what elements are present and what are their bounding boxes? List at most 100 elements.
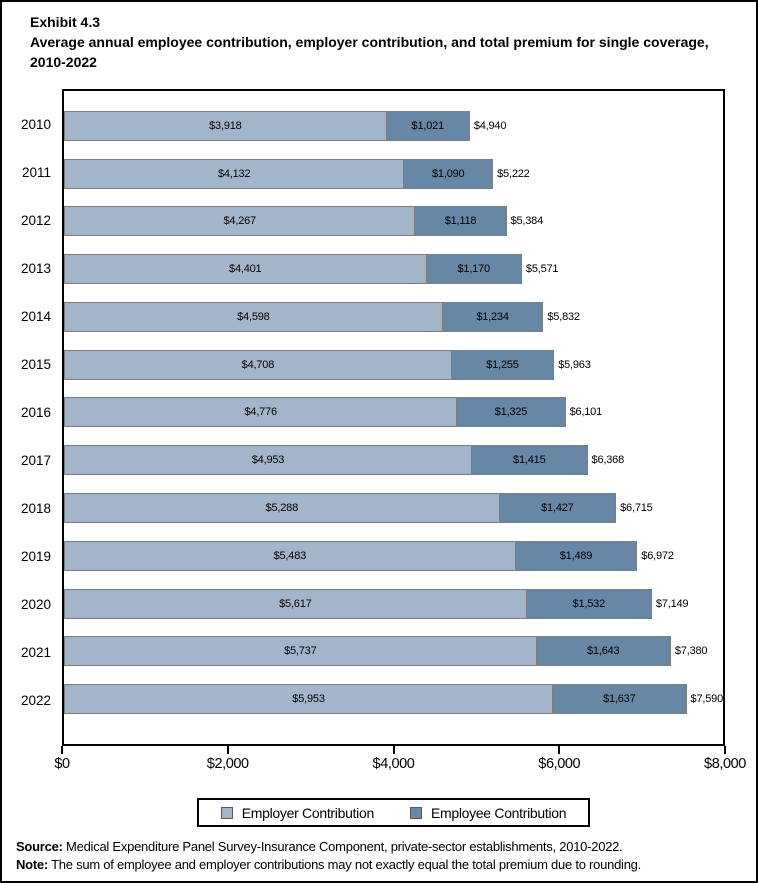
employer-contribution-segment: $4,598 xyxy=(64,301,443,332)
employer-swatch-icon xyxy=(220,806,233,819)
employee-contribution-segment: $1,090 xyxy=(403,158,494,189)
source-text: Medical Expenditure Panel Survey-Insuran… xyxy=(62,839,623,854)
total-premium-label: $5,832 xyxy=(547,310,580,323)
x-axis-tick-label: $6,000 xyxy=(538,756,581,772)
bar-row: $4,776 $1,325 $6,101 xyxy=(64,389,723,437)
y-axis-label: 2014 xyxy=(20,308,51,324)
y-axis-labels: 2010 2011 2012 2013 2014 2015 2016 2017 2018 2019… xyxy=(2,89,58,746)
y-axis-label: 2021 xyxy=(20,645,51,661)
y-axis-label: 2019 xyxy=(20,549,51,565)
legend-label: Employee Contribution xyxy=(430,804,567,821)
employer-contribution-segment: $5,288 xyxy=(64,493,500,523)
bar-row: $3,918 $1,021 $4,940 xyxy=(64,102,723,150)
bar-row: $4,401 $1,170 $5,571 xyxy=(64,245,723,293)
total-premium-label: $6,101 xyxy=(569,406,603,419)
bar-value-label: $1,643 xyxy=(587,645,620,658)
bar-value-label: $1,532 xyxy=(572,597,606,610)
y-axis-label: 2018 xyxy=(20,501,51,517)
employer-contribution-segment: $5,617 xyxy=(64,588,527,619)
rounding-note: Note: The sum of employee and employer c… xyxy=(16,856,746,874)
x-axis-tick xyxy=(61,746,63,754)
total-premium-label: $6,368 xyxy=(591,454,625,467)
total-premium-label: $5,571 xyxy=(525,263,559,276)
employee-contribution-segment: $1,637 xyxy=(552,684,687,715)
exhibit-number: Exhibit 4.3 xyxy=(30,14,101,30)
total-premium-label: $5,963 xyxy=(558,358,591,371)
bar-row: $5,288 $1,427 $6,715 xyxy=(64,484,723,532)
bar-value-label: $5,617 xyxy=(279,597,312,610)
y-axis-label: 2012 xyxy=(20,212,51,228)
total-premium-label: $7,149 xyxy=(655,597,689,610)
bar-row: $5,953 $1,637 $7,590 xyxy=(64,675,723,723)
bar-value-label: $1,090 xyxy=(432,167,465,180)
employer-contribution-segment: $5,737 xyxy=(64,636,537,667)
total-premium-label: $7,590 xyxy=(690,693,724,706)
bar-row: $5,483 $1,489 $6,972 xyxy=(64,532,723,580)
employer-contribution-segment: $4,267 xyxy=(64,206,416,237)
bar-value-label: $1,415 xyxy=(513,454,546,467)
employee-contribution-segment: $1,234 xyxy=(441,301,544,332)
y-axis-label: 2011 xyxy=(21,164,51,180)
y-axis-label: 2016 xyxy=(20,405,51,420)
legend-wrapper: Employer Contribution Employee Contributi… xyxy=(62,798,725,827)
employee-contribution-segment: $1,021 xyxy=(385,110,470,141)
bar-row: $5,737 $1,643 $7,380 xyxy=(64,627,723,675)
employee-contribution-segment: $1,643 xyxy=(535,636,671,667)
footnotes: Source: Medical Expenditure Panel Survey… xyxy=(16,838,746,873)
y-axis-label: 2020 xyxy=(20,597,51,613)
total-premium-label: $6,972 xyxy=(641,549,674,562)
title-block: Exhibit 4.3 Average annual employee cont… xyxy=(30,13,722,73)
x-axis-tick-label: $0 xyxy=(54,756,70,772)
bar-value-label: $4,267 xyxy=(223,215,257,228)
total-premium-label: $6,715 xyxy=(620,502,653,514)
employer-contribution-segment: $4,776 xyxy=(64,397,458,428)
employer-contribution-segment: $5,483 xyxy=(64,540,516,571)
employee-contribution-segment: $1,118 xyxy=(414,206,507,237)
x-axis-tick-label: $4,000 xyxy=(372,756,415,772)
plot-area: $3,918 $1,021 $4,940 $4,132 $1,090 $5,222 $4,2… xyxy=(62,89,725,746)
employee-contribution-segment: $1,532 xyxy=(525,588,652,619)
bar-row: $4,267 $1,118 $5,384 xyxy=(64,198,723,246)
employee-contribution-segment: $1,489 xyxy=(514,540,638,571)
bar-value-label: $1,427 xyxy=(541,502,574,514)
chart-title: Average annual employee contribution, em… xyxy=(30,33,709,70)
bar-value-label: $5,483 xyxy=(273,549,307,562)
bar-row: $4,132 $1,090 $5,222 xyxy=(64,150,723,198)
bar-value-label: $1,637 xyxy=(603,693,636,706)
x-axis-tick xyxy=(392,746,395,754)
legend: Employer Contribution Employee Contributi… xyxy=(196,798,591,827)
bar-value-label: $4,132 xyxy=(217,167,251,180)
x-axis-tick-label: $2,000 xyxy=(206,756,249,772)
employer-contribution-segment: $4,132 xyxy=(64,158,405,189)
bar-value-label: $1,021 xyxy=(411,119,445,132)
total-premium-label: $7,380 xyxy=(674,645,708,658)
bar-value-label: $3,918 xyxy=(209,119,242,132)
y-axis-label: 2015 xyxy=(20,356,51,372)
employee-swatch-icon xyxy=(409,806,422,819)
bar-value-label: $5,737 xyxy=(284,645,317,658)
employer-contribution-segment: $3,918 xyxy=(64,110,387,141)
bar-value-label: $4,598 xyxy=(237,310,270,323)
bar-value-label: $1,255 xyxy=(486,358,519,371)
bar-value-label: $4,953 xyxy=(251,454,285,467)
bar-value-label: $5,953 xyxy=(292,693,325,706)
bar-row: $5,617 $1,532 $7,149 xyxy=(64,580,723,628)
y-axis-label: 2010 xyxy=(20,116,51,132)
bar-value-label: $1,118 xyxy=(444,215,477,228)
note-text: The sum of employee and employer contrib… xyxy=(47,856,642,872)
employer-contribution-segment: $4,708 xyxy=(64,349,452,380)
total-premium-label: $5,222 xyxy=(497,167,530,180)
bar-value-label: $1,170 xyxy=(457,263,490,276)
employee-contribution-segment: $1,255 xyxy=(450,349,555,380)
employer-contribution-segment: $4,953 xyxy=(64,445,472,476)
total-premium-label: $5,384 xyxy=(510,215,544,228)
y-axis-label: 2017 xyxy=(20,453,51,469)
x-axis-tick-label: $8,000 xyxy=(704,756,746,772)
source-note: Source: Medical Expenditure Panel Survey… xyxy=(16,838,746,856)
bar-value-label: $1,325 xyxy=(494,406,528,419)
employee-contribution-segment: $1,170 xyxy=(425,254,522,285)
x-axis-tick xyxy=(226,746,229,754)
total-premium-label: $4,940 xyxy=(473,119,507,132)
y-axis-label: 2022 xyxy=(20,693,51,709)
